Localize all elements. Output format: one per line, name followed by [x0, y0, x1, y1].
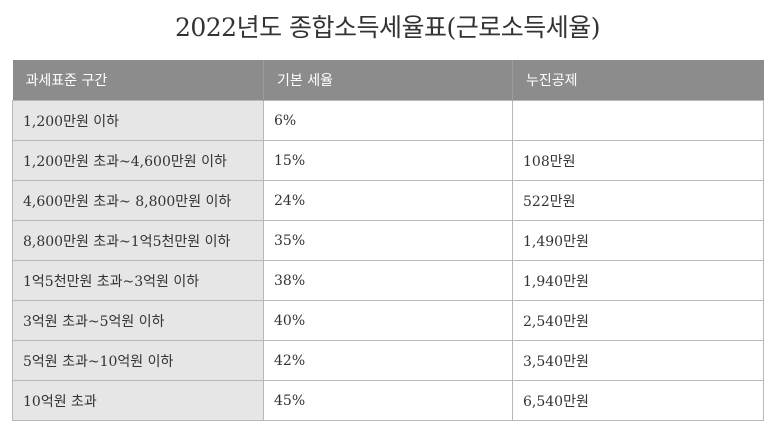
- bracket-cell: 8,800만원 초과~1억5천만원 이하: [12, 220, 264, 261]
- rate-cell: 24%: [263, 180, 513, 221]
- deduction-cell: 6,540만원: [512, 380, 764, 421]
- header-progressive-deduction: 누진공제: [512, 60, 764, 101]
- table-row: 8,800만원 초과~1억5천만원 이하 35% 1,490만원: [12, 220, 764, 261]
- header-base-rate: 기본 세율: [263, 60, 513, 101]
- rate-cell: 40%: [263, 300, 513, 341]
- page-title: 2022년도 종합소득세율표(근로소득세율): [174, 13, 601, 42]
- rate-cell: 38%: [263, 260, 513, 301]
- table-row: 4,600만원 초과~ 8,800만원 이하 24% 522만원: [12, 180, 764, 221]
- rate-cell: 42%: [263, 340, 513, 381]
- rate-cell: 45%: [263, 380, 513, 421]
- deduction-cell: 2,540만원: [512, 300, 764, 341]
- bracket-cell: 1억5천만원 초과~3억원 이하: [12, 260, 264, 301]
- table-header: 과세표준 구간 기본 세율 누진공제: [12, 60, 764, 101]
- bracket-cell: 10억원 초과: [12, 380, 264, 421]
- bracket-cell: 4,600만원 초과~ 8,800만원 이하: [12, 180, 264, 221]
- bracket-cell: 1,200만원 이하: [12, 100, 264, 141]
- header-tax-bracket: 과세표준 구간: [12, 60, 264, 101]
- table-row: 10억원 초과 45% 6,540만원: [12, 380, 764, 421]
- bracket-cell: 3억원 초과~5억원 이하: [12, 300, 264, 341]
- deduction-cell: 1,490만원: [512, 220, 764, 261]
- deduction-cell: 3,540만원: [512, 340, 764, 381]
- table-row: 3억원 초과~5억원 이하 40% 2,540만원: [12, 300, 764, 341]
- rate-cell: 6%: [263, 100, 513, 141]
- deduction-cell: 1,940만원: [512, 260, 764, 301]
- rate-cell: 15%: [263, 140, 513, 181]
- table-row: 1,200만원 이하 6%: [12, 100, 764, 141]
- tax-rate-table: 과세표준 구간 기본 세율 누진공제 1,200만원 이하 6% 1,200만원…: [12, 60, 764, 421]
- bracket-cell: 5억원 초과~10억원 이하: [12, 340, 264, 381]
- deduction-cell: 522만원: [512, 180, 764, 221]
- table-row: 1,200만원 초과~4,600만원 이하 15% 108만원: [12, 140, 764, 181]
- bracket-cell: 1,200만원 초과~4,600만원 이하: [12, 140, 264, 181]
- rate-cell: 35%: [263, 220, 513, 261]
- deduction-cell: 108만원: [512, 140, 764, 181]
- table-row: 5억원 초과~10억원 이하 42% 3,540만원: [12, 340, 764, 381]
- header-row: 과세표준 구간 기본 세율 누진공제: [12, 60, 764, 101]
- table-row: 1억5천만원 초과~3억원 이하 38% 1,940만원: [12, 260, 764, 301]
- deduction-cell: [512, 100, 764, 141]
- table-body: 1,200만원 이하 6% 1,200만원 초과~4,600만원 이하 15% …: [12, 100, 764, 421]
